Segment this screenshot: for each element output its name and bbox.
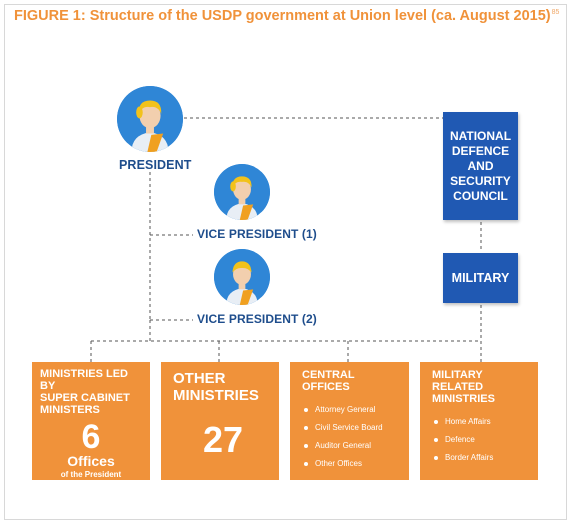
military-related-list: Home Affairs Defence Border Affairs	[432, 413, 526, 467]
military-label: MILITARY	[451, 271, 510, 285]
other-ministries-count: 27	[203, 419, 244, 460]
central-office-item: Civil Service Board	[302, 419, 397, 437]
central-offices-list: Attorney General Civil Service Board Aud…	[302, 401, 397, 473]
figure-title: FIGURE 1: Structure of the USDP governme…	[14, 8, 560, 24]
offices-count: 6	[81, 418, 101, 456]
president-label: PRESIDENT	[119, 158, 192, 172]
military-ministry-item: Defence	[432, 431, 526, 449]
offices-sublabel: of the President	[60, 470, 122, 479]
vice-president-1-label: VICE PRESIDENT (1)	[197, 227, 317, 241]
other-ministries-title-line-1: OTHER	[173, 370, 226, 387]
central-office-item: Auditor General	[302, 437, 397, 455]
council-line-5: COUNCIL	[453, 188, 508, 203]
vice-president-1-avatar-icon	[214, 164, 270, 220]
vice-president-2-label: VICE PRESIDENT (2)	[197, 312, 317, 326]
figure-frame	[4, 4, 567, 520]
super-cabinet-title-line-3: MINISTERS	[40, 404, 100, 416]
military-related-title-line-1: MILITARY RELATED	[432, 369, 484, 393]
central-office-item: Other Offices	[302, 455, 397, 473]
military-ministry-item: Border Affairs	[432, 449, 526, 467]
other-ministries-box: OTHER MINISTRIES 27	[161, 362, 279, 480]
central-offices-title: CENTRAL OFFICES	[302, 369, 355, 393]
council-line-4: SECURITY	[450, 173, 511, 188]
super-cabinet-title-line-1: MINISTRIES LED BY	[40, 368, 129, 392]
military-related-ministries-box: MILITARY RELATED MINISTRIES Home Affairs…	[420, 362, 538, 480]
offices-label: Offices	[67, 453, 115, 469]
council-line-3: AND	[467, 158, 494, 173]
central-offices-box: CENTRAL OFFICES Attorney General Civil S…	[290, 362, 409, 480]
other-ministries-title-line-2: MINISTRIES	[173, 387, 259, 404]
military-related-title-line-2: MINISTRIES	[432, 393, 495, 405]
council-line-1: NATIONAL	[449, 128, 512, 143]
footnote-ref: 85	[551, 9, 560, 17]
super-cabinet-title-line-2: SUPER CABINET	[40, 392, 130, 404]
military-box: MILITARY	[443, 253, 518, 303]
national-defence-security-council-box: NATIONAL DEFENCE AND SECURITY COUNCIL	[443, 112, 518, 220]
council-line-2: DEFENCE	[451, 143, 510, 158]
super-cabinet-ministries-box: MINISTRIES LED BY SUPER CABINET MINISTER…	[32, 362, 150, 480]
military-ministry-item: Home Affairs	[432, 413, 526, 431]
president-avatar-icon	[117, 86, 183, 152]
vice-president-2-avatar-icon	[214, 249, 270, 305]
central-office-item: Attorney General	[302, 401, 397, 419]
